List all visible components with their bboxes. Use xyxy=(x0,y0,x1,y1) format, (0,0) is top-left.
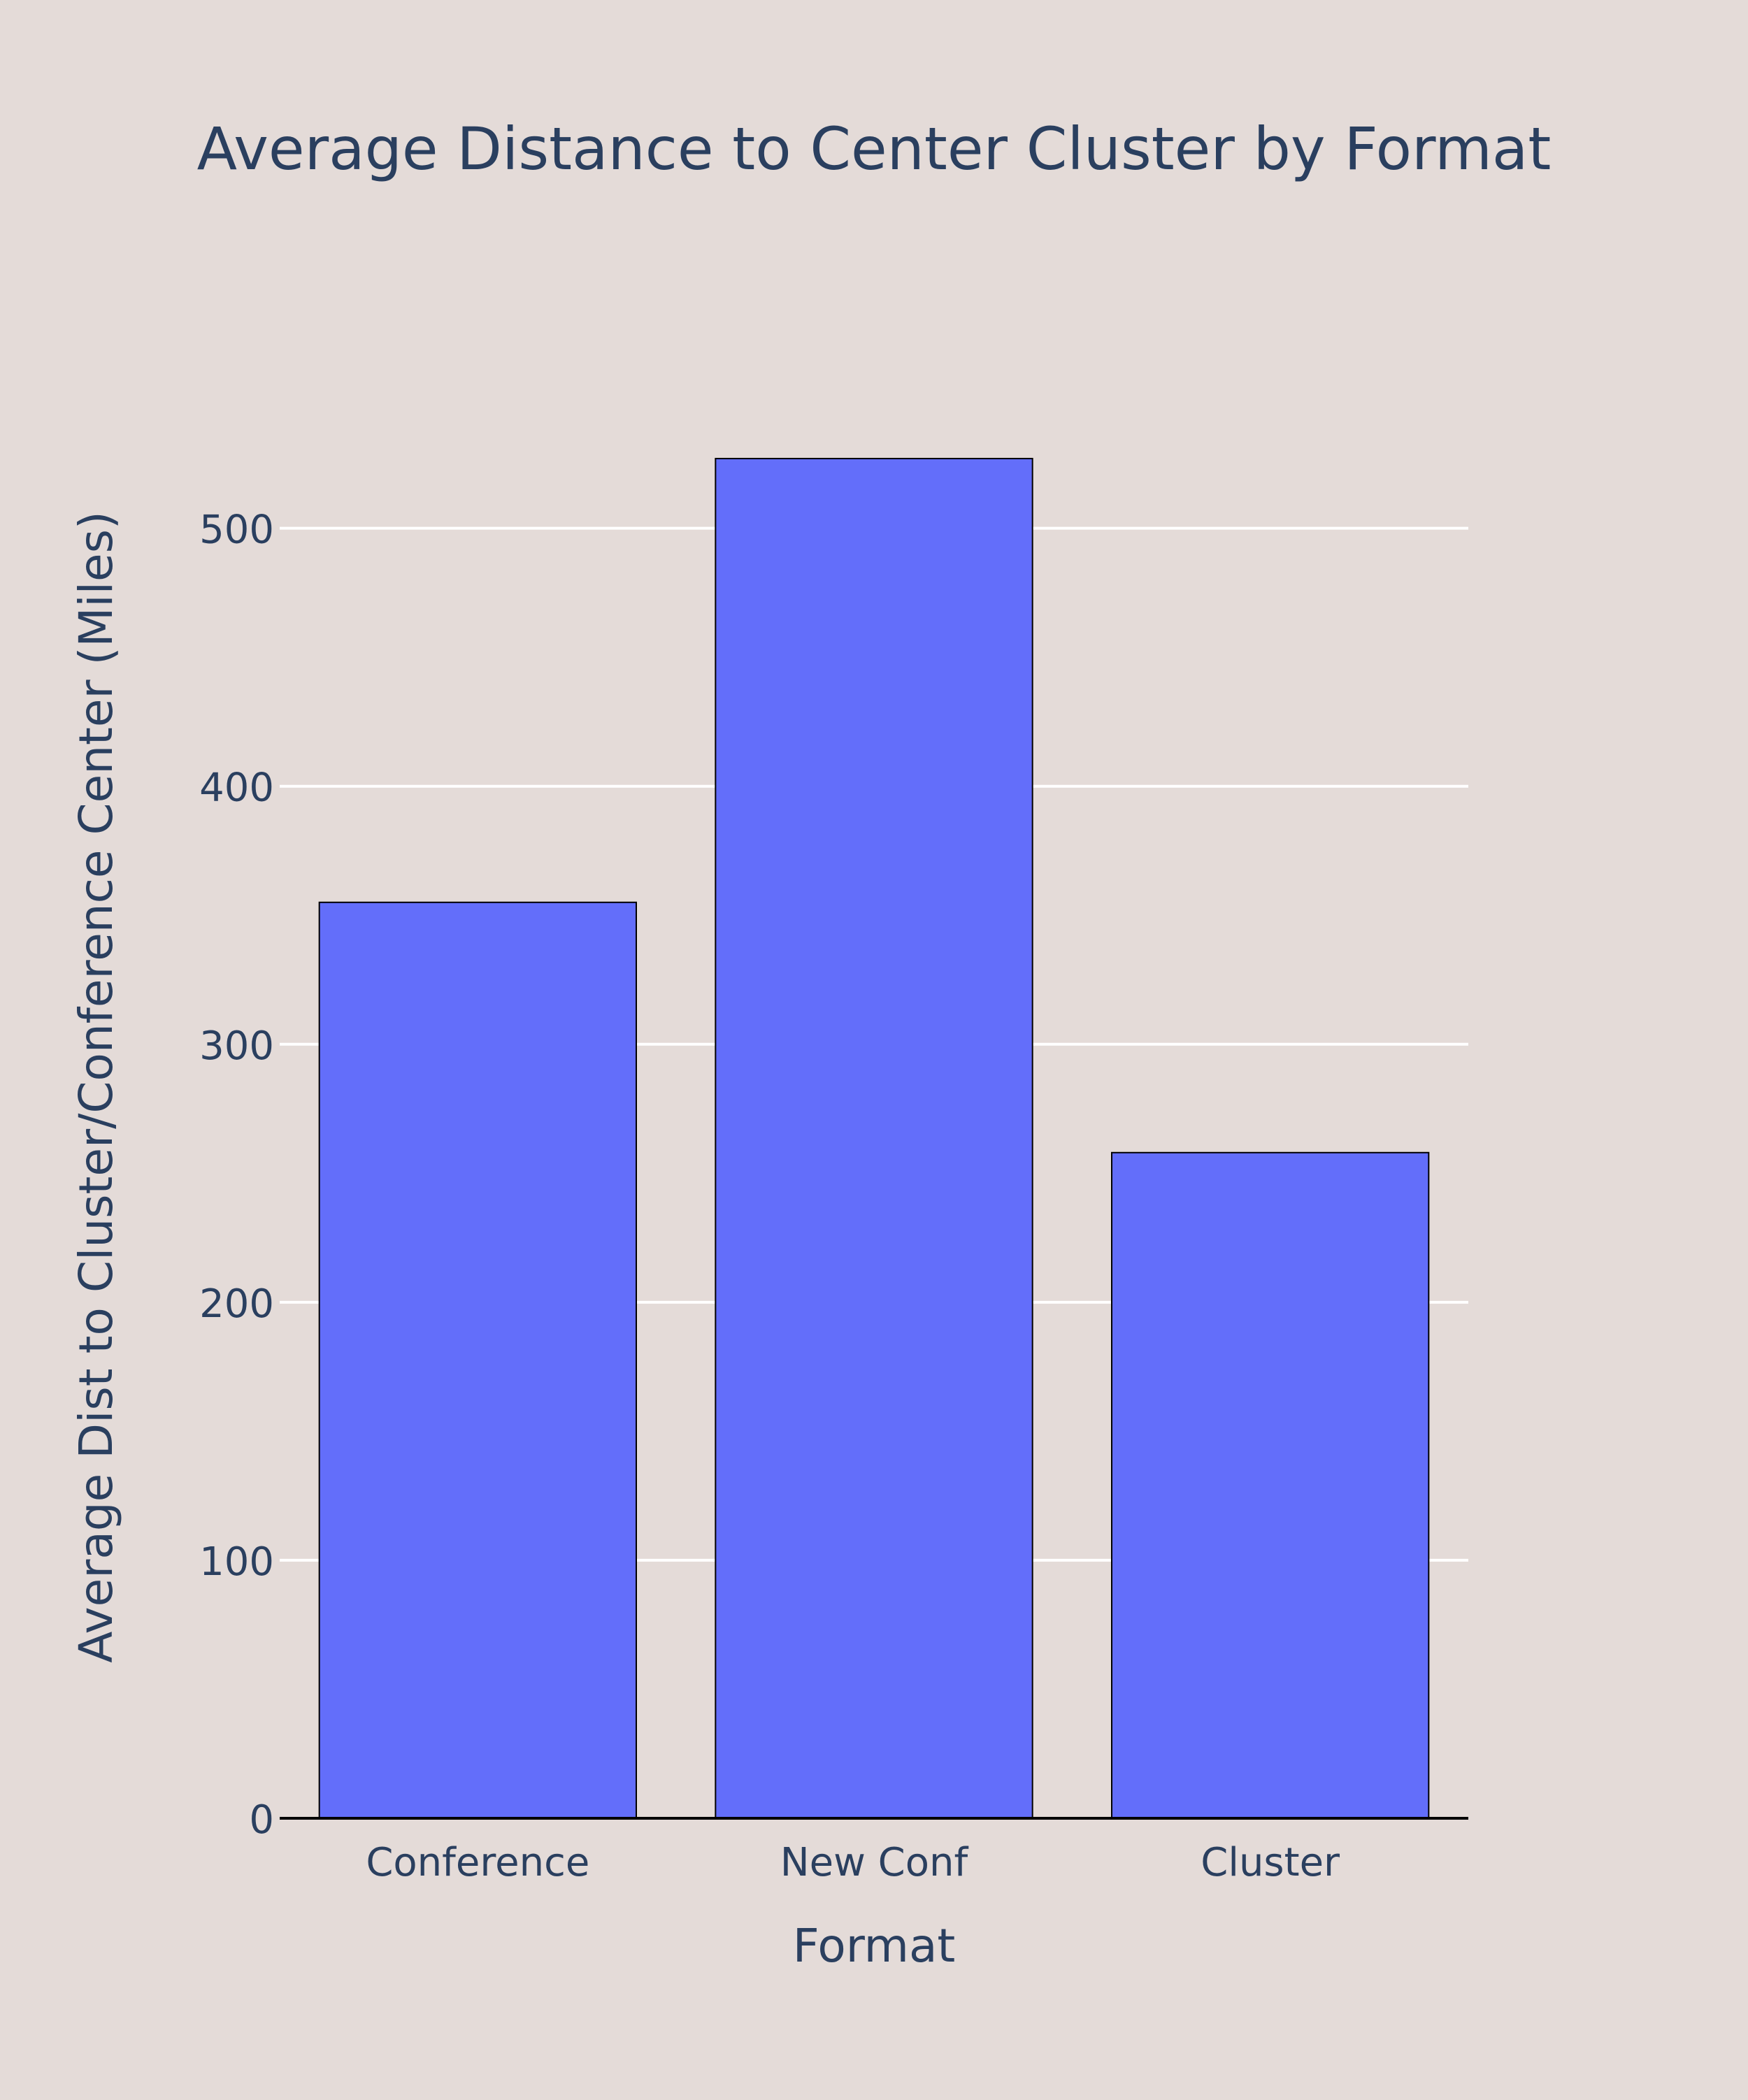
y-tick-label: 300 xyxy=(199,1023,274,1069)
bar-cluster[interactable] xyxy=(1111,1151,1430,1820)
y-tick-label: 200 xyxy=(199,1281,274,1327)
x-tick-label: Conference xyxy=(366,1840,589,1885)
x-tick-label: New Conf xyxy=(780,1840,969,1885)
chart-title: Average Distance to Center Cluster by Fo… xyxy=(197,115,1552,183)
bar-new-conf[interactable] xyxy=(715,457,1033,1819)
x-tick-label: Cluster xyxy=(1201,1840,1340,1885)
y-axis-ticks: 0 100 200 300 400 500 xyxy=(199,508,274,1843)
bar-conference[interactable] xyxy=(318,901,637,1819)
x-axis-ticks: Conference New Conf Cluster xyxy=(366,1840,1340,1885)
y-axis-title: Average Dist to Cluster/Conference Cente… xyxy=(69,511,123,1663)
y-tick-label: 100 xyxy=(199,1539,274,1585)
x-axis-title: Format xyxy=(793,1919,956,1973)
y-tick-label: 0 xyxy=(249,1797,274,1843)
y-tick-label: 500 xyxy=(199,508,274,553)
bars xyxy=(318,457,1430,1820)
y-tick-label: 400 xyxy=(199,765,274,811)
